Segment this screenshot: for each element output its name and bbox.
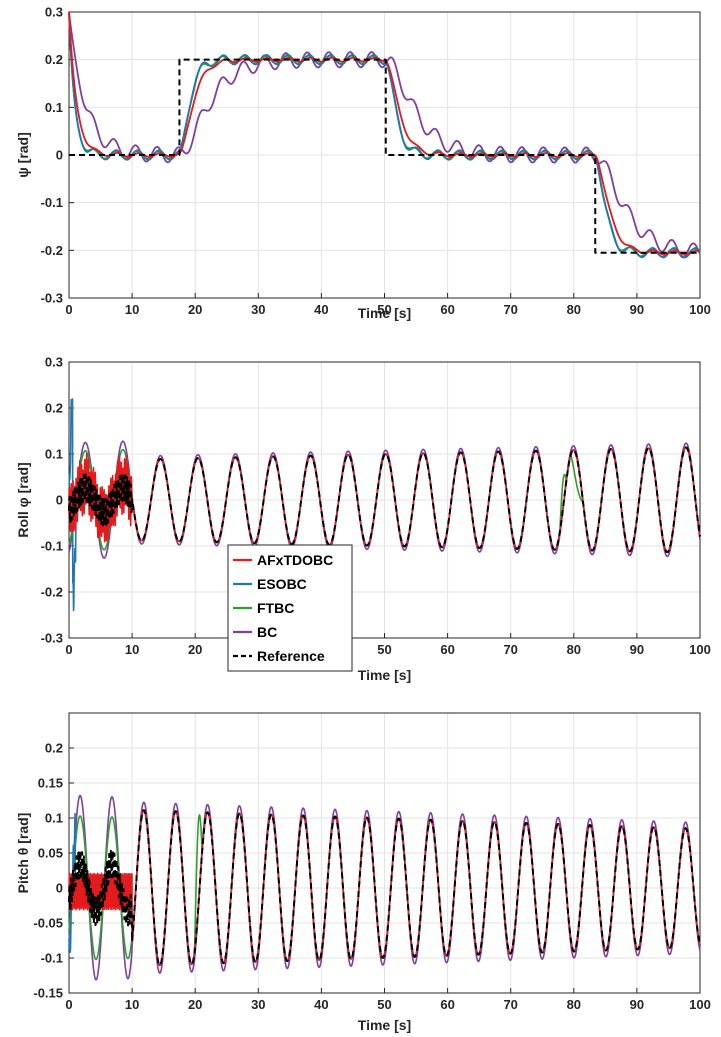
x-tick-label: 20	[188, 997, 202, 1012]
x-tick-label: 90	[630, 642, 644, 657]
y-tick-label: -0.3	[41, 631, 63, 646]
y-axis-label: Pitch θ [rad]	[15, 813, 31, 894]
y-tick-label: 0.3	[45, 355, 63, 370]
y-tick-label: 0.1	[45, 811, 63, 826]
x-tick-label: 100	[689, 997, 711, 1012]
x-tick-label: 10	[125, 642, 139, 657]
x-tick-label: 90	[630, 302, 644, 317]
x-tick-label: 0	[65, 997, 72, 1012]
x-tick-label: 50	[377, 997, 391, 1012]
x-tick-label: 70	[503, 642, 517, 657]
y-tick-label: -0.2	[41, 243, 63, 258]
x-tick-label: 80	[567, 997, 581, 1012]
x-tick-label: 10	[125, 302, 139, 317]
x-tick-label: 10	[125, 997, 139, 1012]
legend-label: BC	[257, 624, 277, 640]
y-tick-label: 0.15	[38, 776, 63, 791]
series-line-afxtdobc	[68, 11, 701, 256]
x-tick-label: 70	[503, 997, 517, 1012]
reference-line	[68, 446, 701, 554]
y-tick-label: -0.1	[41, 195, 63, 210]
legend: AFxTDOBC ESOBC FTBC BC Reference	[227, 544, 353, 672]
x-tick-label: 40	[314, 302, 328, 317]
y-tick-label: 0	[56, 493, 63, 508]
legend-label: FTBC	[257, 600, 294, 616]
y-tick-label: -0.2	[41, 585, 63, 600]
x-tick-label: 80	[567, 642, 581, 657]
y-tick-label: 0.05	[38, 846, 63, 861]
y-tick-label: -0.3	[41, 291, 63, 306]
y-axis-label: ψ [rad]	[15, 132, 31, 178]
x-tick-label: 100	[689, 642, 711, 657]
x-tick-label: 90	[630, 997, 644, 1012]
x-tick-label: 60	[440, 997, 454, 1012]
x-tick-label: 20	[188, 642, 202, 657]
legend-label: Reference	[257, 648, 325, 664]
y-tick-label: -0.05	[33, 916, 63, 931]
x-tick-label: 50	[377, 302, 391, 317]
x-tick-label: 70	[503, 302, 517, 317]
x-tick-label: 30	[251, 302, 265, 317]
y-tick-label: -0.1	[41, 951, 63, 966]
psi-panel: 0 10 20 30 40 50 60 70 80 90 100 -0.3 -0.2 -0.1 0 0.1 0.…	[15, 5, 711, 322]
y-tick-label: 0.2	[45, 52, 63, 67]
y-tick-label: 0.2	[45, 401, 63, 416]
y-tick-label: 0.1	[45, 447, 63, 462]
x-tick-label: 80	[567, 302, 581, 317]
x-axis-label: Time [s]	[358, 305, 411, 321]
y-tick-label: 0.2	[45, 741, 63, 756]
x-tick-label: 60	[440, 642, 454, 657]
y-axis-label: Roll φ [rad]	[15, 462, 31, 537]
x-tick-label: 50	[377, 642, 391, 657]
x-axis-label: Time [s]	[358, 667, 411, 683]
legend-label: AFxTDOBC	[257, 552, 333, 568]
y-tick-label: -0.15	[33, 986, 63, 1001]
x-tick-label: 60	[440, 302, 454, 317]
x-tick-label: 20	[188, 302, 202, 317]
x-tick-label: 40	[314, 997, 328, 1012]
y-tick-label: -0.1	[41, 539, 63, 554]
y-tick-label: 0.3	[45, 5, 63, 20]
x-tick-label: 0	[65, 642, 72, 657]
legend-label: ESOBC	[257, 576, 307, 592]
x-tick-label: 0	[65, 302, 72, 317]
x-axis-label: Time [s]	[358, 1017, 411, 1033]
roll-panel: 0102030405060708090100-0.3-0.2-0.100.10.…	[15, 355, 711, 684]
y-tick-label: 0	[56, 148, 63, 163]
y-tick-label: 0	[56, 881, 63, 896]
x-tick-label: 100	[689, 302, 711, 317]
reference-line	[68, 809, 701, 967]
axes-frame	[68, 712, 701, 994]
y-tick-label: 0.1	[45, 100, 63, 115]
x-tick-label: 30	[251, 997, 265, 1012]
pitch-panel: 0 10 20 30 40 50 60 70 80 90 100 -0.15 -0.1 -0.05 0 0.0…	[15, 712, 711, 1033]
